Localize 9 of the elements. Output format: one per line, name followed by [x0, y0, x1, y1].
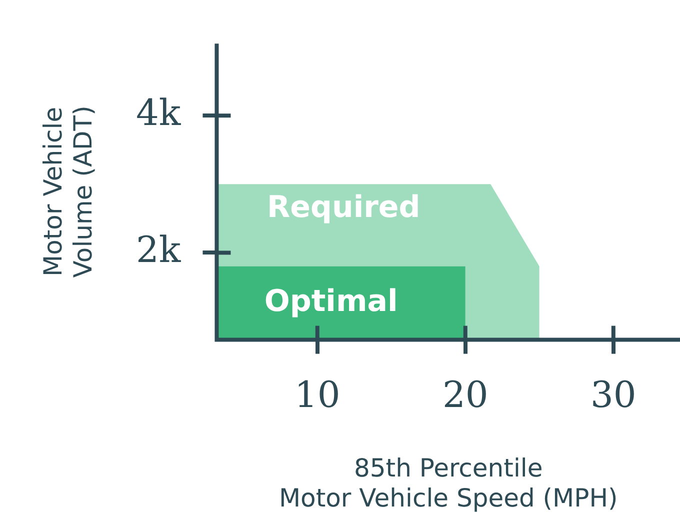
x-tick-label: 20: [442, 374, 488, 416]
y-axis-title: Motor Vehicle Volume (ADT): [38, 106, 98, 278]
y-tick-label: 2k: [136, 230, 182, 272]
x-axis-title: 85th Percentile Motor Vehicle Speed (MPH): [278, 454, 618, 512]
x-tick-label: 30: [590, 374, 636, 416]
x-tick-label: 10: [294, 374, 340, 416]
series-label: Required: [267, 190, 420, 226]
series-label: Optimal: [264, 284, 398, 319]
y-tick-label: 4k: [136, 92, 182, 134]
